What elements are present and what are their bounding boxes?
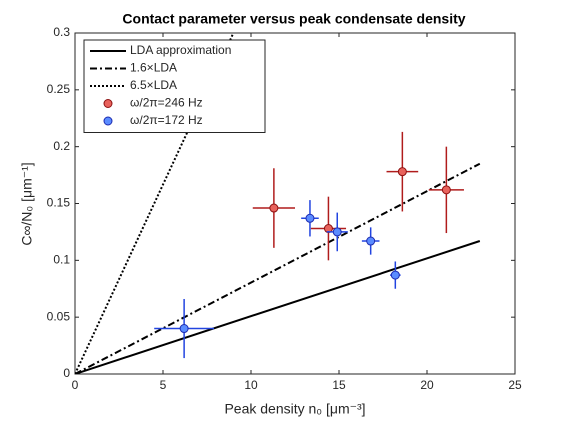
x-tick-label: 25 <box>508 378 522 392</box>
y-tick-label: 0.1 <box>53 253 70 267</box>
chart-title: Contact parameter versus peak condensate… <box>122 11 465 27</box>
y-tick-label: 0.15 <box>47 196 71 210</box>
data-point <box>441 185 451 195</box>
legend-label: ω/2π=246 Hz <box>130 96 203 110</box>
data-point <box>390 270 400 280</box>
y-tick-label: 0 <box>63 366 70 380</box>
x-tick-label: 10 <box>244 378 258 392</box>
y-tick-label: 0.2 <box>53 139 70 153</box>
legend-marker <box>103 99 113 108</box>
legend-label: ω/2π=172 Hz <box>130 113 203 127</box>
x-tick-label: 0 <box>72 378 79 392</box>
x-tick-label: 20 <box>420 378 434 392</box>
legend-label: 6.5×LDA <box>130 78 177 92</box>
data-point <box>269 203 279 213</box>
x-axis-label: Peak density n₀ [μm⁻³] <box>224 401 365 417</box>
data-point <box>305 213 315 223</box>
legend-label: LDA approximation <box>130 43 231 57</box>
y-tick-label: 0.05 <box>47 309 71 323</box>
legend-label: 1.6×LDA <box>130 61 177 75</box>
y-tick-label: 0.3 <box>53 25 70 39</box>
legend-marker <box>103 116 113 126</box>
data-point <box>179 324 189 334</box>
x-tick-label: 5 <box>160 378 167 392</box>
line-series <box>75 240 481 374</box>
line-series <box>75 162 481 374</box>
data-point <box>397 167 407 177</box>
data-point <box>366 236 376 246</box>
y-tick-label: 0.25 <box>47 82 71 96</box>
y-axis-label: C∞/N₀ [μm⁻¹] <box>19 162 35 245</box>
x-tick-label: 15 <box>332 378 346 392</box>
data-point <box>332 227 342 237</box>
